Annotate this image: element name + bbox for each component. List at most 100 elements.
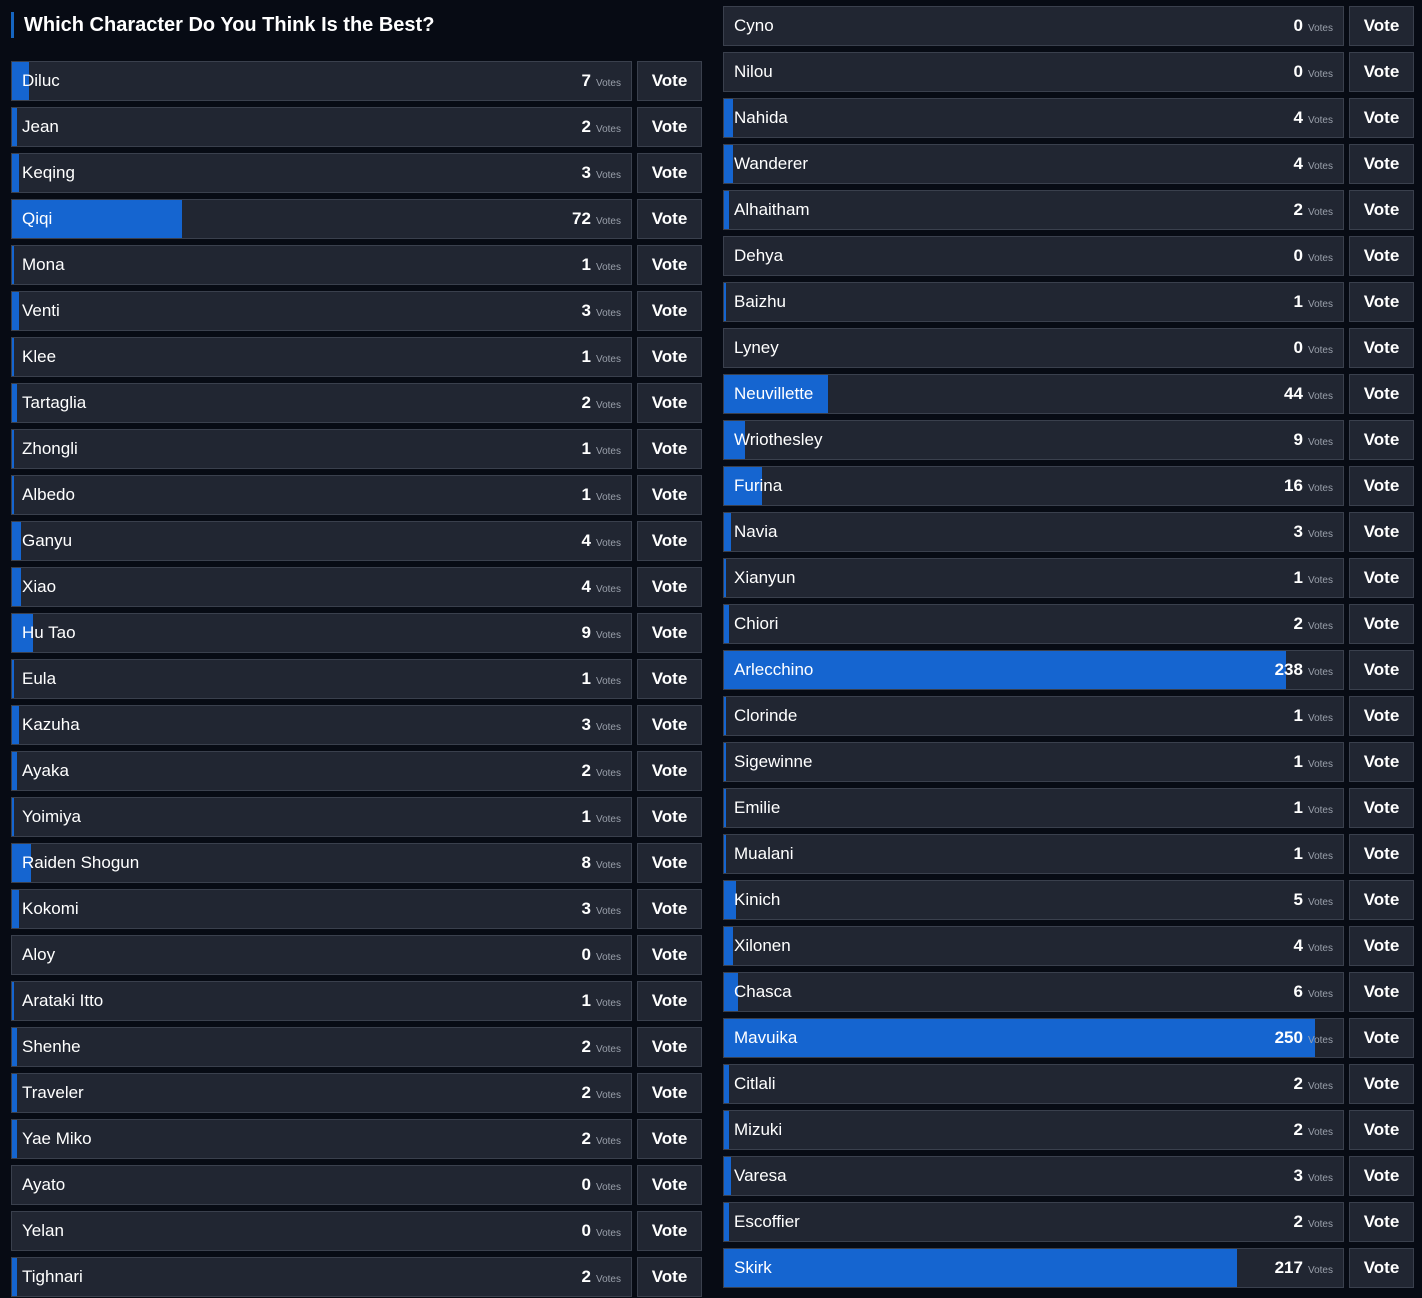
vote-button[interactable]: Vote xyxy=(637,61,702,101)
vote-button[interactable]: Vote xyxy=(637,521,702,561)
option-name: Lyney xyxy=(734,338,779,357)
vote-count: 1 Votes xyxy=(1294,743,1334,781)
vote-button[interactable]: Vote xyxy=(637,245,702,285)
option-name: Nahida xyxy=(734,108,788,127)
vote-count-unit: Votes xyxy=(1307,575,1333,586)
vote-button[interactable]: Vote xyxy=(637,383,702,423)
option-name: Mualani xyxy=(734,844,794,863)
vote-bar: Yoimiya 1 Votes xyxy=(11,797,632,837)
vote-bar: Escoffier 2 Votes xyxy=(723,1202,1344,1242)
vote-button[interactable]: Vote xyxy=(1349,926,1414,966)
option-name: Alhaitham xyxy=(734,200,810,219)
vote-count-unit: Votes xyxy=(595,1136,621,1147)
option-name: Emilie xyxy=(734,798,781,817)
vote-count: 0 Votes xyxy=(1294,7,1334,45)
vote-count-number: 1 xyxy=(1293,292,1303,311)
poll-option-mualani: Mualani 1 Votes Vote xyxy=(723,834,1414,874)
vote-count-unit: Votes xyxy=(595,630,621,641)
vote-count: 2 Votes xyxy=(582,108,622,146)
vote-count-unit: Votes xyxy=(1307,713,1333,724)
vote-button[interactable]: Vote xyxy=(637,567,702,607)
vote-count: 4 Votes xyxy=(1294,927,1334,965)
vote-button[interactable]: Vote xyxy=(637,797,702,837)
vote-button[interactable]: Vote xyxy=(1349,1248,1414,1288)
vote-button[interactable]: Vote xyxy=(637,981,702,1021)
vote-count: 1 Votes xyxy=(582,476,622,514)
vote-bar: Wriothesley 9 Votes xyxy=(723,420,1344,460)
vote-button[interactable]: Vote xyxy=(1349,466,1414,506)
vote-bar: Mualani 1 Votes xyxy=(723,834,1344,874)
vote-button[interactable]: Vote xyxy=(1349,52,1414,92)
vote-button[interactable]: Vote xyxy=(637,1119,702,1159)
vote-button[interactable]: Vote xyxy=(1349,1156,1414,1196)
vote-button[interactable]: Vote xyxy=(1349,1018,1414,1058)
vote-count-unit: Votes xyxy=(1307,115,1333,126)
vote-progress-fill xyxy=(724,467,762,505)
vote-button[interactable]: Vote xyxy=(1349,880,1414,920)
vote-button[interactable]: Vote xyxy=(1349,1202,1414,1242)
poll-option-ayato: Ayato 0 Votes Vote xyxy=(11,1165,702,1205)
vote-button[interactable]: Vote xyxy=(1349,1064,1414,1104)
vote-button[interactable]: Vote xyxy=(637,705,702,745)
vote-button[interactable]: Vote xyxy=(1349,788,1414,828)
vote-count-number: 4 xyxy=(581,577,591,596)
vote-button[interactable]: Vote xyxy=(637,659,702,699)
vote-button[interactable]: Vote xyxy=(1349,328,1414,368)
vote-button[interactable]: Vote xyxy=(637,475,702,515)
vote-count: 238 Votes xyxy=(1275,651,1333,689)
vote-button[interactable]: Vote xyxy=(637,751,702,791)
vote-button[interactable]: Vote xyxy=(637,843,702,883)
vote-button[interactable]: Vote xyxy=(637,337,702,377)
vote-progress-fill xyxy=(724,283,726,321)
vote-button[interactable]: Vote xyxy=(637,935,702,975)
vote-bar: Clorinde 1 Votes xyxy=(723,696,1344,736)
vote-progress-fill xyxy=(12,844,31,882)
vote-count-number: 3 xyxy=(1293,522,1303,541)
option-name: Mavuika xyxy=(734,1028,798,1047)
vote-button[interactable]: Vote xyxy=(637,889,702,929)
vote-count: 1 Votes xyxy=(1294,697,1334,735)
vote-button[interactable]: Vote xyxy=(1349,972,1414,1012)
vote-count-number: 9 xyxy=(1293,430,1303,449)
vote-button[interactable]: Vote xyxy=(1349,282,1414,322)
poll-option-raiden-shogun: Raiden Shogun 8 Votes Vote xyxy=(11,843,702,883)
vote-button[interactable]: Vote xyxy=(637,1211,702,1251)
vote-button[interactable]: Vote xyxy=(1349,1110,1414,1150)
option-name: Escoffier xyxy=(734,1212,800,1231)
vote-button[interactable]: Vote xyxy=(637,153,702,193)
vote-button[interactable]: Vote xyxy=(1349,650,1414,690)
vote-button[interactable]: Vote xyxy=(637,291,702,331)
poll-title: Which Character Do You Think Is the Best… xyxy=(11,12,434,38)
vote-count-number: 1 xyxy=(581,255,591,274)
vote-button[interactable]: Vote xyxy=(637,107,702,147)
vote-button[interactable]: Vote xyxy=(1349,512,1414,552)
vote-button[interactable]: Vote xyxy=(637,1027,702,1067)
vote-button[interactable]: Vote xyxy=(637,199,702,239)
vote-button[interactable]: Vote xyxy=(1349,696,1414,736)
poll-option-eula: Eula 1 Votes Vote xyxy=(11,659,702,699)
vote-button[interactable]: Vote xyxy=(637,429,702,469)
vote-count: 6 Votes xyxy=(1294,973,1334,1011)
vote-count-unit: Votes xyxy=(595,492,621,503)
vote-count: 1 Votes xyxy=(1294,559,1334,597)
vote-button[interactable]: Vote xyxy=(1349,374,1414,414)
vote-button[interactable]: Vote xyxy=(637,1165,702,1205)
vote-button[interactable]: Vote xyxy=(1349,420,1414,460)
vote-button[interactable]: Vote xyxy=(637,1257,702,1297)
vote-button[interactable]: Vote xyxy=(1349,834,1414,874)
vote-button[interactable]: Vote xyxy=(637,1073,702,1113)
vote-progress-fill xyxy=(724,789,726,827)
vote-button[interactable]: Vote xyxy=(1349,6,1414,46)
vote-button[interactable]: Vote xyxy=(637,613,702,653)
vote-button[interactable]: Vote xyxy=(1349,742,1414,782)
vote-button[interactable]: Vote xyxy=(1349,98,1414,138)
vote-button[interactable]: Vote xyxy=(1349,236,1414,276)
vote-bar: Kazuha 3 Votes xyxy=(11,705,632,745)
vote-button[interactable]: Vote xyxy=(1349,558,1414,598)
vote-button[interactable]: Vote xyxy=(1349,144,1414,184)
vote-button[interactable]: Vote xyxy=(1349,190,1414,230)
vote-count-unit: Votes xyxy=(595,170,621,181)
vote-count-number: 2 xyxy=(581,393,591,412)
vote-button[interactable]: Vote xyxy=(1349,604,1414,644)
vote-bar: Lyney 0 Votes xyxy=(723,328,1344,368)
